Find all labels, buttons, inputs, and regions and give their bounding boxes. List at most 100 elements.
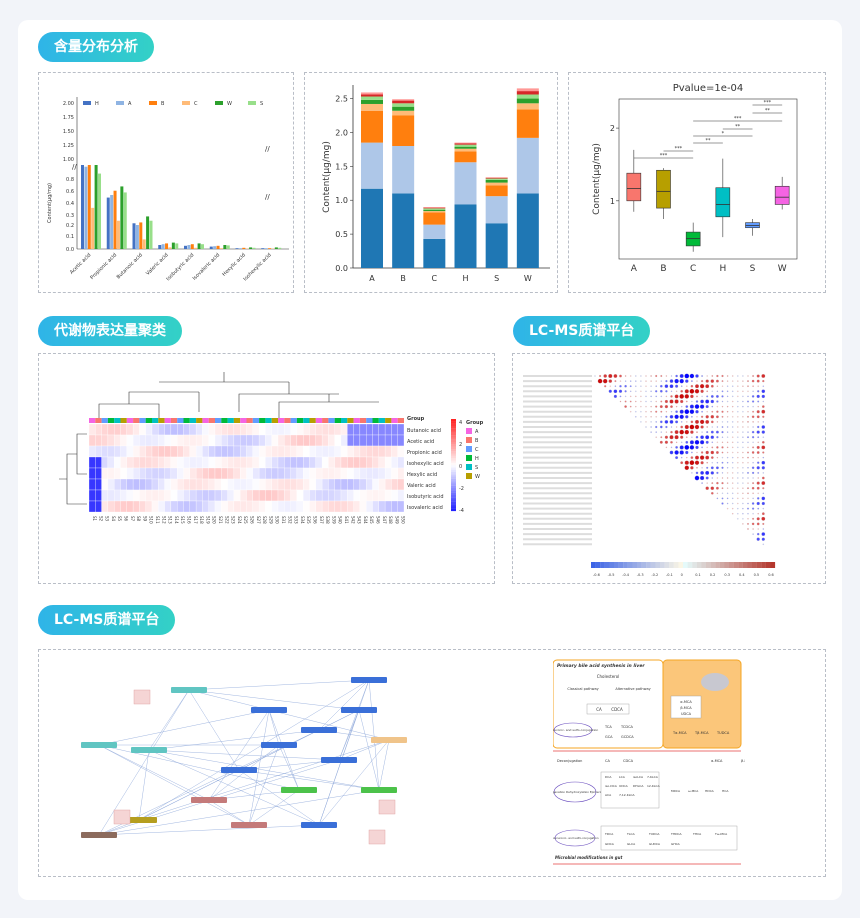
corr-cell — [711, 375, 714, 377]
heat-cell — [265, 478, 272, 491]
corr-cell — [742, 441, 744, 444]
heat-cell — [271, 434, 279, 447]
corr-cell — [721, 461, 724, 464]
corr-cell — [650, 385, 652, 387]
heat-cell — [195, 478, 203, 491]
corr-cell — [629, 405, 632, 408]
corr-cell — [664, 435, 668, 439]
heat-cell — [158, 423, 165, 436]
corr-cell — [711, 446, 714, 449]
heat-cell — [290, 445, 298, 458]
corr-cell — [609, 385, 612, 387]
corr-cell — [721, 436, 724, 438]
corr-cell — [608, 373, 613, 379]
corr-cell — [613, 389, 618, 394]
group-strip-cell — [101, 418, 108, 423]
corr-cell — [756, 517, 760, 521]
bar-segment — [423, 224, 446, 239]
corr-cell — [716, 385, 719, 387]
bar — [146, 216, 150, 249]
corr-cell — [742, 461, 744, 464]
x-tick-label: Propionic acid — [89, 252, 118, 281]
corr-cell — [659, 425, 663, 429]
column-label: S1 — [92, 516, 97, 522]
bar-segment — [361, 99, 383, 104]
corr-cell — [737, 405, 739, 408]
corr-cell — [731, 451, 734, 454]
heat-cell — [347, 489, 354, 502]
column-label: S9 — [142, 516, 147, 522]
group-strip-cell — [120, 418, 127, 423]
heat-cell — [353, 434, 361, 447]
network-edge — [138, 709, 360, 821]
corr-cell — [737, 385, 739, 387]
bar-segment — [516, 88, 539, 92]
corr-cell — [655, 385, 657, 387]
bar — [268, 248, 272, 249]
group-strip-cell — [322, 418, 329, 423]
heat-cell — [334, 423, 342, 436]
bar-segment — [423, 211, 446, 213]
legend-label: H — [95, 101, 99, 107]
bar — [209, 246, 213, 249]
heat-cell — [265, 500, 272, 513]
heat-cell — [214, 478, 222, 491]
heat-cell — [265, 467, 272, 480]
heat-cell — [177, 500, 184, 513]
corr-cell — [624, 384, 627, 388]
corr-cell — [762, 456, 764, 459]
corr-cell — [752, 528, 754, 530]
corr-cell — [751, 415, 755, 419]
column-label: S41 — [344, 516, 349, 524]
corr-cell — [685, 450, 689, 455]
corr-cell — [742, 436, 744, 438]
column-label: S44 — [363, 516, 368, 524]
x-tick-label: S — [494, 274, 499, 283]
corr-cell — [699, 419, 705, 425]
heat-cell — [177, 489, 184, 502]
heat-cell — [170, 489, 178, 502]
bar — [223, 245, 227, 249]
box — [656, 169, 671, 209]
corr-cell — [731, 426, 734, 428]
sig-label: ** — [765, 108, 771, 114]
network-edge — [148, 749, 340, 761]
corr-cell — [650, 405, 652, 408]
corr-cell — [680, 405, 683, 408]
column-label: S42 — [350, 516, 355, 524]
corr-cell — [705, 486, 709, 490]
heat-cell — [328, 467, 335, 480]
column-label: S45 — [369, 516, 374, 524]
heat-cell — [340, 489, 348, 502]
pathway-title: Primary bile acid synthesis in liver — [557, 663, 645, 669]
corr-cell — [731, 411, 734, 413]
node-glu2-item: TUDCA — [648, 832, 660, 836]
corr-cell — [635, 390, 637, 393]
node-classical: Classical pathway — [567, 687, 598, 691]
heat-cell — [303, 456, 310, 469]
heat-cell — [334, 478, 342, 491]
corr-cell — [684, 373, 690, 379]
corr-cell — [665, 446, 668, 449]
corr-cell — [701, 431, 703, 433]
heat-cell — [208, 478, 216, 491]
group-legend-label: B — [475, 438, 479, 444]
corr-cell — [710, 379, 715, 383]
color-scale-step — [451, 497, 456, 500]
heat-cell — [126, 500, 134, 513]
group-strip-cell — [240, 418, 247, 423]
heat-cell — [183, 489, 190, 502]
corr-cell — [710, 486, 715, 490]
network-edge — [208, 709, 270, 801]
color-scale-step — [451, 421, 456, 424]
mini-chart — [133, 689, 151, 705]
bar — [110, 195, 114, 249]
heat-cell — [158, 500, 165, 513]
network-node — [231, 822, 267, 828]
heat-cell — [233, 445, 241, 458]
network-edge — [148, 689, 190, 751]
corr-cell — [659, 440, 663, 444]
network-edge — [188, 689, 390, 741]
legend-label: S — [260, 101, 263, 107]
corr-cell — [675, 446, 678, 449]
